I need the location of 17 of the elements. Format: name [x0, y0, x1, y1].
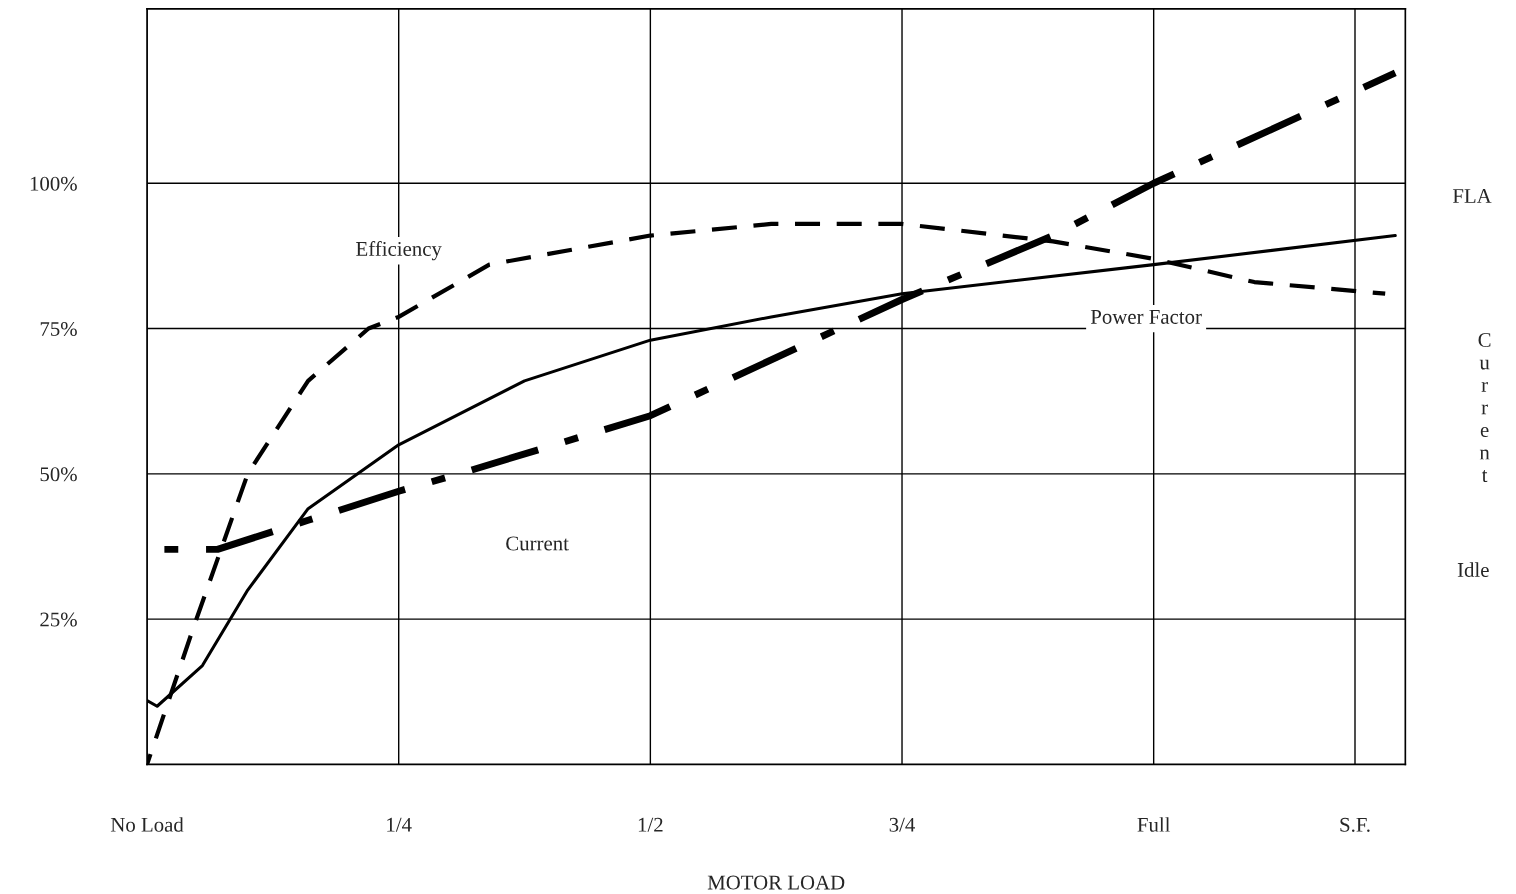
y-tick-label: 25% — [40, 612, 77, 627]
text: FLA — [1452, 189, 1492, 203]
y-tick-label: 100% — [30, 176, 77, 191]
x-tick-label: No Load — [110, 817, 184, 832]
x-tick-label: 1/4 — [387, 817, 412, 832]
x-tick-label: 3/4 — [889, 817, 916, 832]
text: Idle — [1457, 562, 1489, 577]
x-tick-label: Full — [1137, 817, 1171, 832]
x-axis-title: MOTOR LOAD — [707, 875, 845, 890]
annotation: Power Factor — [1090, 310, 1202, 324]
annotation: Current — [506, 536, 569, 551]
y-tick-label: 75% — [40, 321, 77, 337]
text: Current — [1478, 333, 1491, 483]
x-tick-label: S.F. — [1340, 817, 1370, 832]
y-tick-label: 50% — [40, 467, 77, 482]
annotation: Efficiency — [356, 241, 442, 261]
x-tick-label: 1/2 — [638, 817, 663, 832]
